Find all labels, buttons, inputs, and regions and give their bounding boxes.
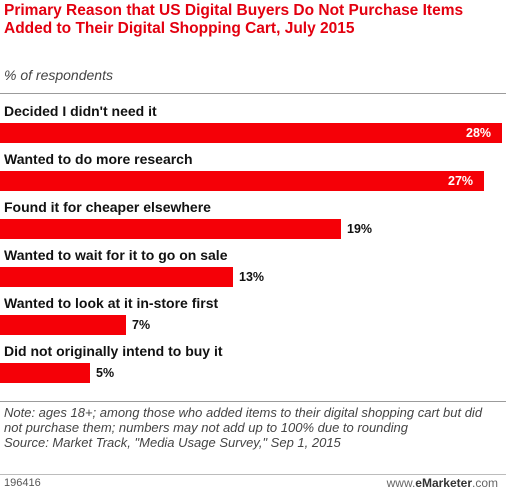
footer-divider — [0, 474, 506, 475]
data-label: 19% — [347, 222, 373, 236]
bar — [0, 123, 502, 143]
bottom-divider — [0, 401, 506, 402]
bar — [0, 219, 341, 239]
source-text: Source: Market Track, "Media Usage Surve… — [4, 435, 341, 450]
bar — [0, 315, 126, 335]
data-label: 28% — [466, 126, 492, 140]
data-label: 13% — [239, 270, 265, 284]
chart-id: 196416 — [4, 477, 41, 489]
category-label: Found it for cheaper elsewhere — [4, 199, 211, 215]
bar — [0, 267, 233, 287]
category-label: Decided I didn't need it — [4, 103, 157, 119]
bar — [0, 363, 90, 383]
brand-name: eMarketer — [415, 476, 472, 490]
category-label: Did not originally intend to buy it — [4, 343, 223, 359]
category-label: Wanted to wait for it to go on sale — [4, 247, 228, 263]
brand-suffix: .com — [471, 476, 498, 490]
category-label: Wanted to do more research — [4, 151, 193, 167]
chart-subtitle: % of respondents — [4, 67, 113, 83]
data-label: 5% — [96, 366, 115, 380]
chart-note: Note: ages 18+; among those who added it… — [4, 405, 502, 450]
note-text: Note: ages 18+; among those who added it… — [4, 405, 483, 435]
top-divider — [0, 93, 506, 94]
emarketer-logo[interactable]: www.eMarketer.com — [387, 476, 498, 490]
data-label: 7% — [132, 318, 151, 332]
bar — [0, 171, 484, 191]
category-label: Wanted to look at it in-store first — [4, 295, 219, 311]
brand-prefix: www. — [386, 476, 416, 490]
chart-title: Primary Reason that US Digital Buyers Do… — [4, 2, 464, 37]
data-label: 27% — [448, 174, 474, 188]
